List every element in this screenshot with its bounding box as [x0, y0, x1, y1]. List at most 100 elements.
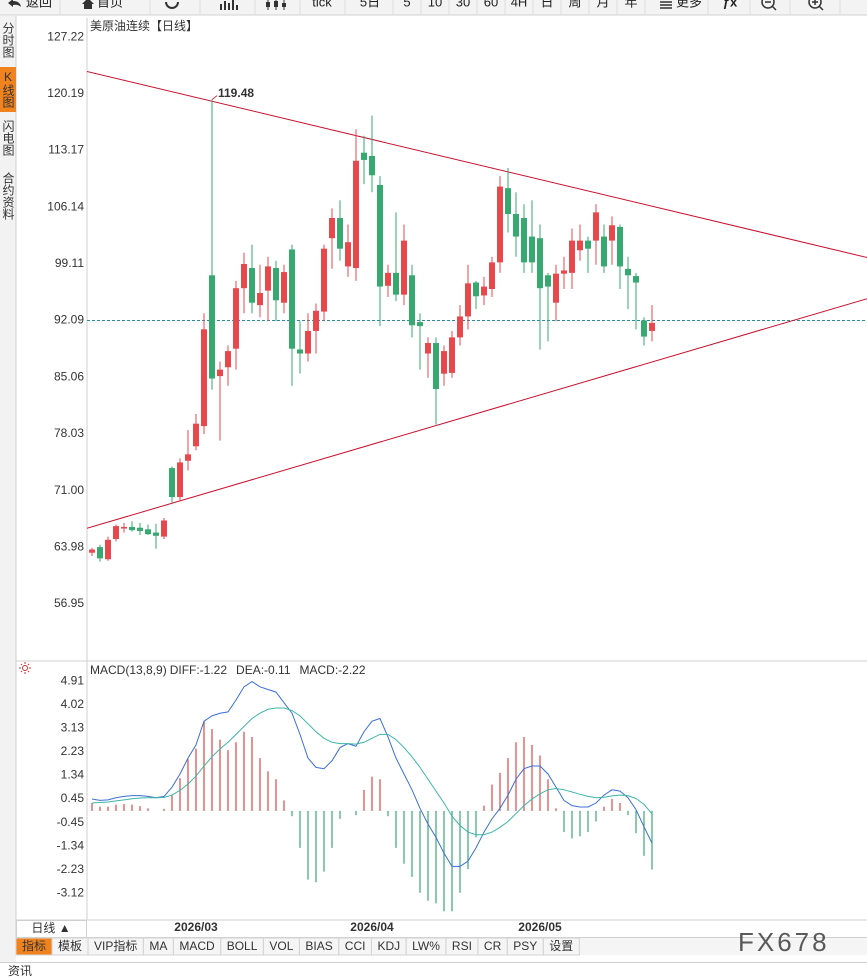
sidebar-tab[interactable]: 分时图	[1, 22, 15, 58]
tab[interactable]: KDJ	[377, 939, 400, 953]
sidebar-tab[interactable]: K线图	[1, 70, 15, 108]
toolbar-button[interactable]: 首页	[97, 0, 123, 9]
tab[interactable]: 模板	[58, 939, 82, 953]
candle-body	[273, 268, 279, 301]
legend-entry: DIFF:-1.22	[170, 663, 228, 677]
tab[interactable]: LW%	[412, 939, 440, 953]
toolbar-button[interactable]: 60	[484, 0, 498, 9]
toolbar-button[interactable]: 更多	[676, 0, 702, 9]
chart-period: 【日线】	[150, 19, 198, 33]
tab[interactable]: MA	[149, 939, 167, 953]
tab-bg	[542, 937, 580, 956]
back-icon[interactable]	[8, 0, 21, 7]
toolbar-button[interactable]: 4H	[511, 0, 528, 9]
macd-line	[91, 680, 653, 867]
tab[interactable]: CCI	[345, 939, 366, 953]
tab[interactable]: VIP指标	[94, 938, 137, 953]
more-icon[interactable]	[660, 1, 672, 9]
sidebar-tab[interactable]: 合约资料	[1, 171, 15, 220]
tab[interactable]: RSI	[452, 939, 472, 953]
candle-body	[489, 262, 495, 289]
y-tick-label: -3.12	[57, 886, 85, 900]
y-tick-label: 92.09	[54, 313, 84, 327]
candle-icon-body	[274, 1, 278, 7]
candle-body	[161, 520, 167, 537]
candle-body	[649, 322, 655, 331]
toolbar-button[interactable]: 日	[540, 0, 553, 9]
toolbar-button[interactable]: ƒx	[723, 0, 738, 9]
toolbar-button[interactable]: 30	[456, 0, 470, 9]
candle-body	[209, 275, 215, 379]
max-label: 119.48	[218, 86, 254, 100]
candle-body	[353, 160, 359, 269]
candle-body	[121, 526, 127, 529]
tab[interactable]: CR	[484, 939, 502, 953]
candle-body	[225, 351, 231, 368]
macd-icon-core	[22, 665, 28, 671]
candle-body	[265, 266, 271, 291]
zoom-in-icon[interactable]	[808, 0, 822, 9]
legend-entry: DEA:-0.11	[236, 663, 291, 677]
legend-entry: MACD:-2.22	[300, 663, 366, 677]
y-tick-label: 127.22	[47, 29, 84, 43]
toolbar-button[interactable]: 月	[596, 0, 609, 9]
candle-body	[441, 351, 447, 374]
toolbar-bg	[0, 0, 867, 15]
toolbar-button[interactable]: tick	[312, 0, 332, 9]
candle-body	[329, 218, 335, 239]
candle-body	[393, 272, 399, 295]
sidebar-active-bg	[0, 67, 16, 112]
candle-body	[601, 236, 607, 267]
y-tick-label: 85.06	[54, 369, 84, 383]
tab[interactable]: BOLL	[227, 939, 258, 953]
y-tick-label: 0.45	[61, 791, 85, 805]
candle-body	[361, 152, 367, 160]
candle-body	[201, 329, 207, 427]
tab[interactable]: BIAS	[305, 939, 332, 953]
period-button[interactable]: 日线 ▲	[31, 921, 70, 935]
y-tick-label: 120.19	[47, 86, 84, 100]
candle-body	[217, 369, 223, 377]
tab[interactable]: PSY	[513, 939, 537, 953]
y-tick-label: 71.00	[54, 483, 84, 497]
candle-body	[513, 213, 519, 237]
candle-body	[233, 288, 239, 349]
tab[interactable]: VOL	[269, 939, 293, 953]
trend-line	[87, 70, 867, 259]
candle-body	[417, 322, 423, 327]
y-tick-label: 1.34	[61, 768, 85, 782]
macd-line	[91, 707, 653, 836]
toolbar-button[interactable]: 年	[624, 0, 637, 9]
candle-body	[457, 316, 463, 338]
x-tick-label: 2026/04	[350, 920, 394, 934]
candle-body	[409, 275, 415, 326]
tab[interactable]: 设置	[549, 939, 573, 953]
toolbar-button[interactable]: 周	[568, 0, 581, 9]
toolbar-button[interactable]: 5日	[360, 0, 380, 9]
candle-body	[305, 330, 311, 354]
candle-body	[97, 547, 103, 559]
chart-icon[interactable]	[220, 0, 238, 10]
footer-tab[interactable]: 资讯	[8, 964, 32, 978]
refresh-icon[interactable]	[165, 1, 179, 9]
home-icon[interactable]	[82, 0, 94, 9]
candle-body	[345, 242, 351, 267]
toolbar-button[interactable]: 返回	[26, 0, 52, 9]
candle-icon-body	[282, 3, 286, 7]
candle-body	[89, 549, 95, 553]
candle-body	[449, 337, 455, 373]
toolbar-button[interactable]: 10	[428, 0, 442, 9]
zoom-out-icon[interactable]	[761, 0, 775, 9]
tab[interactable]: MACD	[179, 939, 215, 953]
candle-body	[385, 272, 391, 286]
candle-body	[113, 526, 119, 540]
sidebar-tab[interactable]: 闪电图	[1, 120, 15, 156]
candle-icon-body	[266, 2, 270, 7]
candle-body	[337, 218, 343, 249]
toolbar-button[interactable]: 5	[403, 0, 410, 9]
candle-body	[169, 468, 175, 498]
sidebar-bg	[0, 16, 16, 962]
tab[interactable]: 指标	[22, 938, 46, 953]
candle-body	[193, 423, 199, 447]
